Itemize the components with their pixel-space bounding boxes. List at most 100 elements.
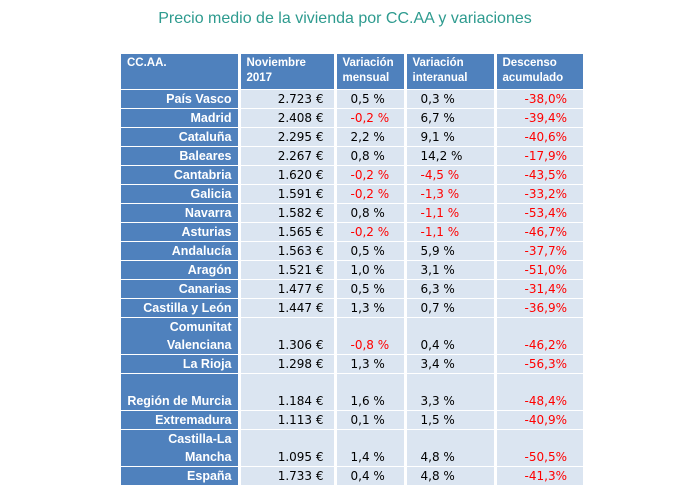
region-cell: Madrid xyxy=(121,108,241,128)
table-row: Asturias 1.565 € -0,2 % -1,1 % -46,7% xyxy=(121,222,583,242)
yearly-variation-cell: 3,1 % xyxy=(405,260,497,280)
region-cell: Extremadura xyxy=(121,410,241,430)
price-cell: 1.563 € xyxy=(239,241,337,261)
price-cell: 2.267 € xyxy=(239,146,337,166)
price-cell: 1.298 € xyxy=(239,354,337,374)
price-cell: 1.113 € xyxy=(239,410,337,430)
monthly-variation-cell: -0,2 % xyxy=(335,222,407,242)
yearly-variation-cell: 0,3 % xyxy=(405,89,497,109)
table-row: Extremadura 1.113 €0,1 % 1,5 % -40,9% xyxy=(121,410,583,430)
monthly-variation-cell: -0,8 % xyxy=(335,317,407,355)
price-cell: 1.477 € xyxy=(239,279,337,299)
monthly-variation-cell: -0,2 % xyxy=(335,184,407,204)
table-row: Baleares 2.267 €0,8 % 14,2 % -17,9% xyxy=(121,146,583,166)
accumulated-drop-cell: -48,4% xyxy=(495,373,583,411)
accumulated-drop-cell: -39,4% xyxy=(495,108,583,128)
yearly-variation-cell: 1,5 % xyxy=(405,410,497,430)
table-row: Cataluña 2.295 €2,2 % 9,1 % -40,6% xyxy=(121,127,583,147)
monthly-variation-cell: 0,1 % xyxy=(335,410,407,430)
price-cell: 1.306 € xyxy=(239,317,337,355)
yearly-variation-cell: 4,8 % xyxy=(405,429,497,467)
region-cell: Asturias xyxy=(121,222,241,242)
monthly-variation-cell: 1,4 % xyxy=(335,429,407,467)
yearly-variation-cell: -1,1 % xyxy=(405,222,497,242)
region-cell: Andalucía xyxy=(121,241,241,261)
table-title: Precio medio de la vivienda por CC.AA y … xyxy=(158,10,532,27)
monthly-variation-cell: 1,6 % xyxy=(335,373,407,411)
region-cell: Cantabria xyxy=(121,165,241,185)
table-row: Castilla y León 1.447 €1,3 % 0,7 % -36,9% xyxy=(121,298,583,318)
region-cell: Castilla y León xyxy=(121,298,241,318)
region-cell: Cataluña xyxy=(121,127,241,147)
monthly-variation-cell: 0,5 % xyxy=(335,89,407,109)
table-row: Castilla-La Mancha 1.095 €1,4 % 4,8 % -50,5… xyxy=(121,429,583,467)
price-cell: 2.295 € xyxy=(239,127,337,147)
accumulated-drop-cell: -43,5% xyxy=(495,165,583,185)
accumulated-drop-cell: -41,3% xyxy=(495,466,583,485)
price-cell: 2.723 € xyxy=(239,89,337,109)
price-table: CC.AA. Noviembre 2017 Variación mensual … xyxy=(121,54,583,485)
price-cell: 1.582 € xyxy=(239,203,337,223)
price-cell: 2.408 € xyxy=(239,108,337,128)
accumulated-drop-cell: -40,6% xyxy=(495,127,583,147)
table-row: Región de Murcia 1.184 €1,6 % 3,3 % -48,4% xyxy=(121,373,583,411)
monthly-variation-cell: 1,3 % xyxy=(335,354,407,374)
yearly-variation-cell: 0,4 % xyxy=(405,317,497,355)
yearly-variation-cell: 14,2 % xyxy=(405,146,497,166)
accumulated-drop-cell: -37,7% xyxy=(495,241,583,261)
header-accumulated: Descenso acumulado xyxy=(495,54,583,90)
table-row: Aragón 1.521 €1,0 % 3,1 % -51,0% xyxy=(121,260,583,280)
region-cell: Región de Murcia xyxy=(121,373,241,411)
table-row: La Rioja 1.298 €1,3 % 3,4 % -56,3% xyxy=(121,354,583,374)
price-cell: 1.447 € xyxy=(239,298,337,318)
monthly-variation-cell: 1,3 % xyxy=(335,298,407,318)
region-cell: Aragón xyxy=(121,260,241,280)
yearly-variation-cell: 6,3 % xyxy=(405,279,497,299)
accumulated-drop-cell: -50,5% xyxy=(495,429,583,467)
monthly-variation-cell: 0,5 % xyxy=(335,279,407,299)
table-body: País Vasco 2.723 €0,5 % 0,3 % -38,0% Madrid 2… xyxy=(121,89,583,485)
accumulated-drop-cell: -33,2% xyxy=(495,184,583,204)
table-row: Galicia 1.591 € -0,2 % -1,3 % -33,2% xyxy=(121,184,583,204)
monthly-variation-cell: -0,2 % xyxy=(335,165,407,185)
region-cell: Baleares xyxy=(121,146,241,166)
region-cell: País Vasco xyxy=(121,89,241,109)
price-cell: 1.521 € xyxy=(239,260,337,280)
price-cell: 1.591 € xyxy=(239,184,337,204)
header-price: Noviembre 2017 xyxy=(239,54,337,90)
monthly-variation-cell: 2,2 % xyxy=(335,127,407,147)
accumulated-drop-cell: -46,2% xyxy=(495,317,583,355)
accumulated-drop-cell: -40,9% xyxy=(495,410,583,430)
region-cell: España xyxy=(121,466,241,485)
yearly-variation-cell: 3,3 % xyxy=(405,373,497,411)
price-cell: 1.184 € xyxy=(239,373,337,411)
yearly-variation-cell: -1,1 % xyxy=(405,203,497,223)
monthly-variation-cell: 1,0 % xyxy=(335,260,407,280)
region-cell: Castilla-La Mancha xyxy=(121,429,241,467)
region-cell: La Rioja xyxy=(121,354,241,374)
monthly-variation-cell: 0,8 % xyxy=(335,203,407,223)
yearly-variation-cell: 9,1 % xyxy=(405,127,497,147)
monthly-variation-cell: 0,5 % xyxy=(335,241,407,261)
yearly-variation-cell: -4,5 % xyxy=(405,165,497,185)
yearly-variation-cell: 5,9 % xyxy=(405,241,497,261)
yearly-variation-cell: 4,8 % xyxy=(405,466,497,485)
header-row: CC.AA. Noviembre 2017 Variación mensual … xyxy=(121,54,583,90)
table-row: Cantabria 1.620 € -0,2 % -4,5 % -43,5% xyxy=(121,165,583,185)
table-row: Navarra 1.582 €0,8 % -1,1 % -53,4% xyxy=(121,203,583,223)
price-cell: 1.095 € xyxy=(239,429,337,467)
price-cell: 1.565 € xyxy=(239,222,337,242)
accumulated-drop-cell: -17,9% xyxy=(495,146,583,166)
table-row: Madrid 2.408 € -0,2 % 6,7 % -39,4% xyxy=(121,108,583,128)
yearly-variation-cell: 6,7 % xyxy=(405,108,497,128)
yearly-variation-cell: -1,3 % xyxy=(405,184,497,204)
accumulated-drop-cell: -36,9% xyxy=(495,298,583,318)
header-region: CC.AA. xyxy=(121,54,241,90)
price-cell: 1.620 € xyxy=(239,165,337,185)
region-cell: Canarias xyxy=(121,279,241,299)
accumulated-drop-cell: -46,7% xyxy=(495,222,583,242)
yearly-variation-cell: 0,7 % xyxy=(405,298,497,318)
yearly-variation-cell: 3,4 % xyxy=(405,354,497,374)
region-cell: Navarra xyxy=(121,203,241,223)
table-row: Andalucía 1.563 €0,5 % 5,9 % -37,7% xyxy=(121,241,583,261)
